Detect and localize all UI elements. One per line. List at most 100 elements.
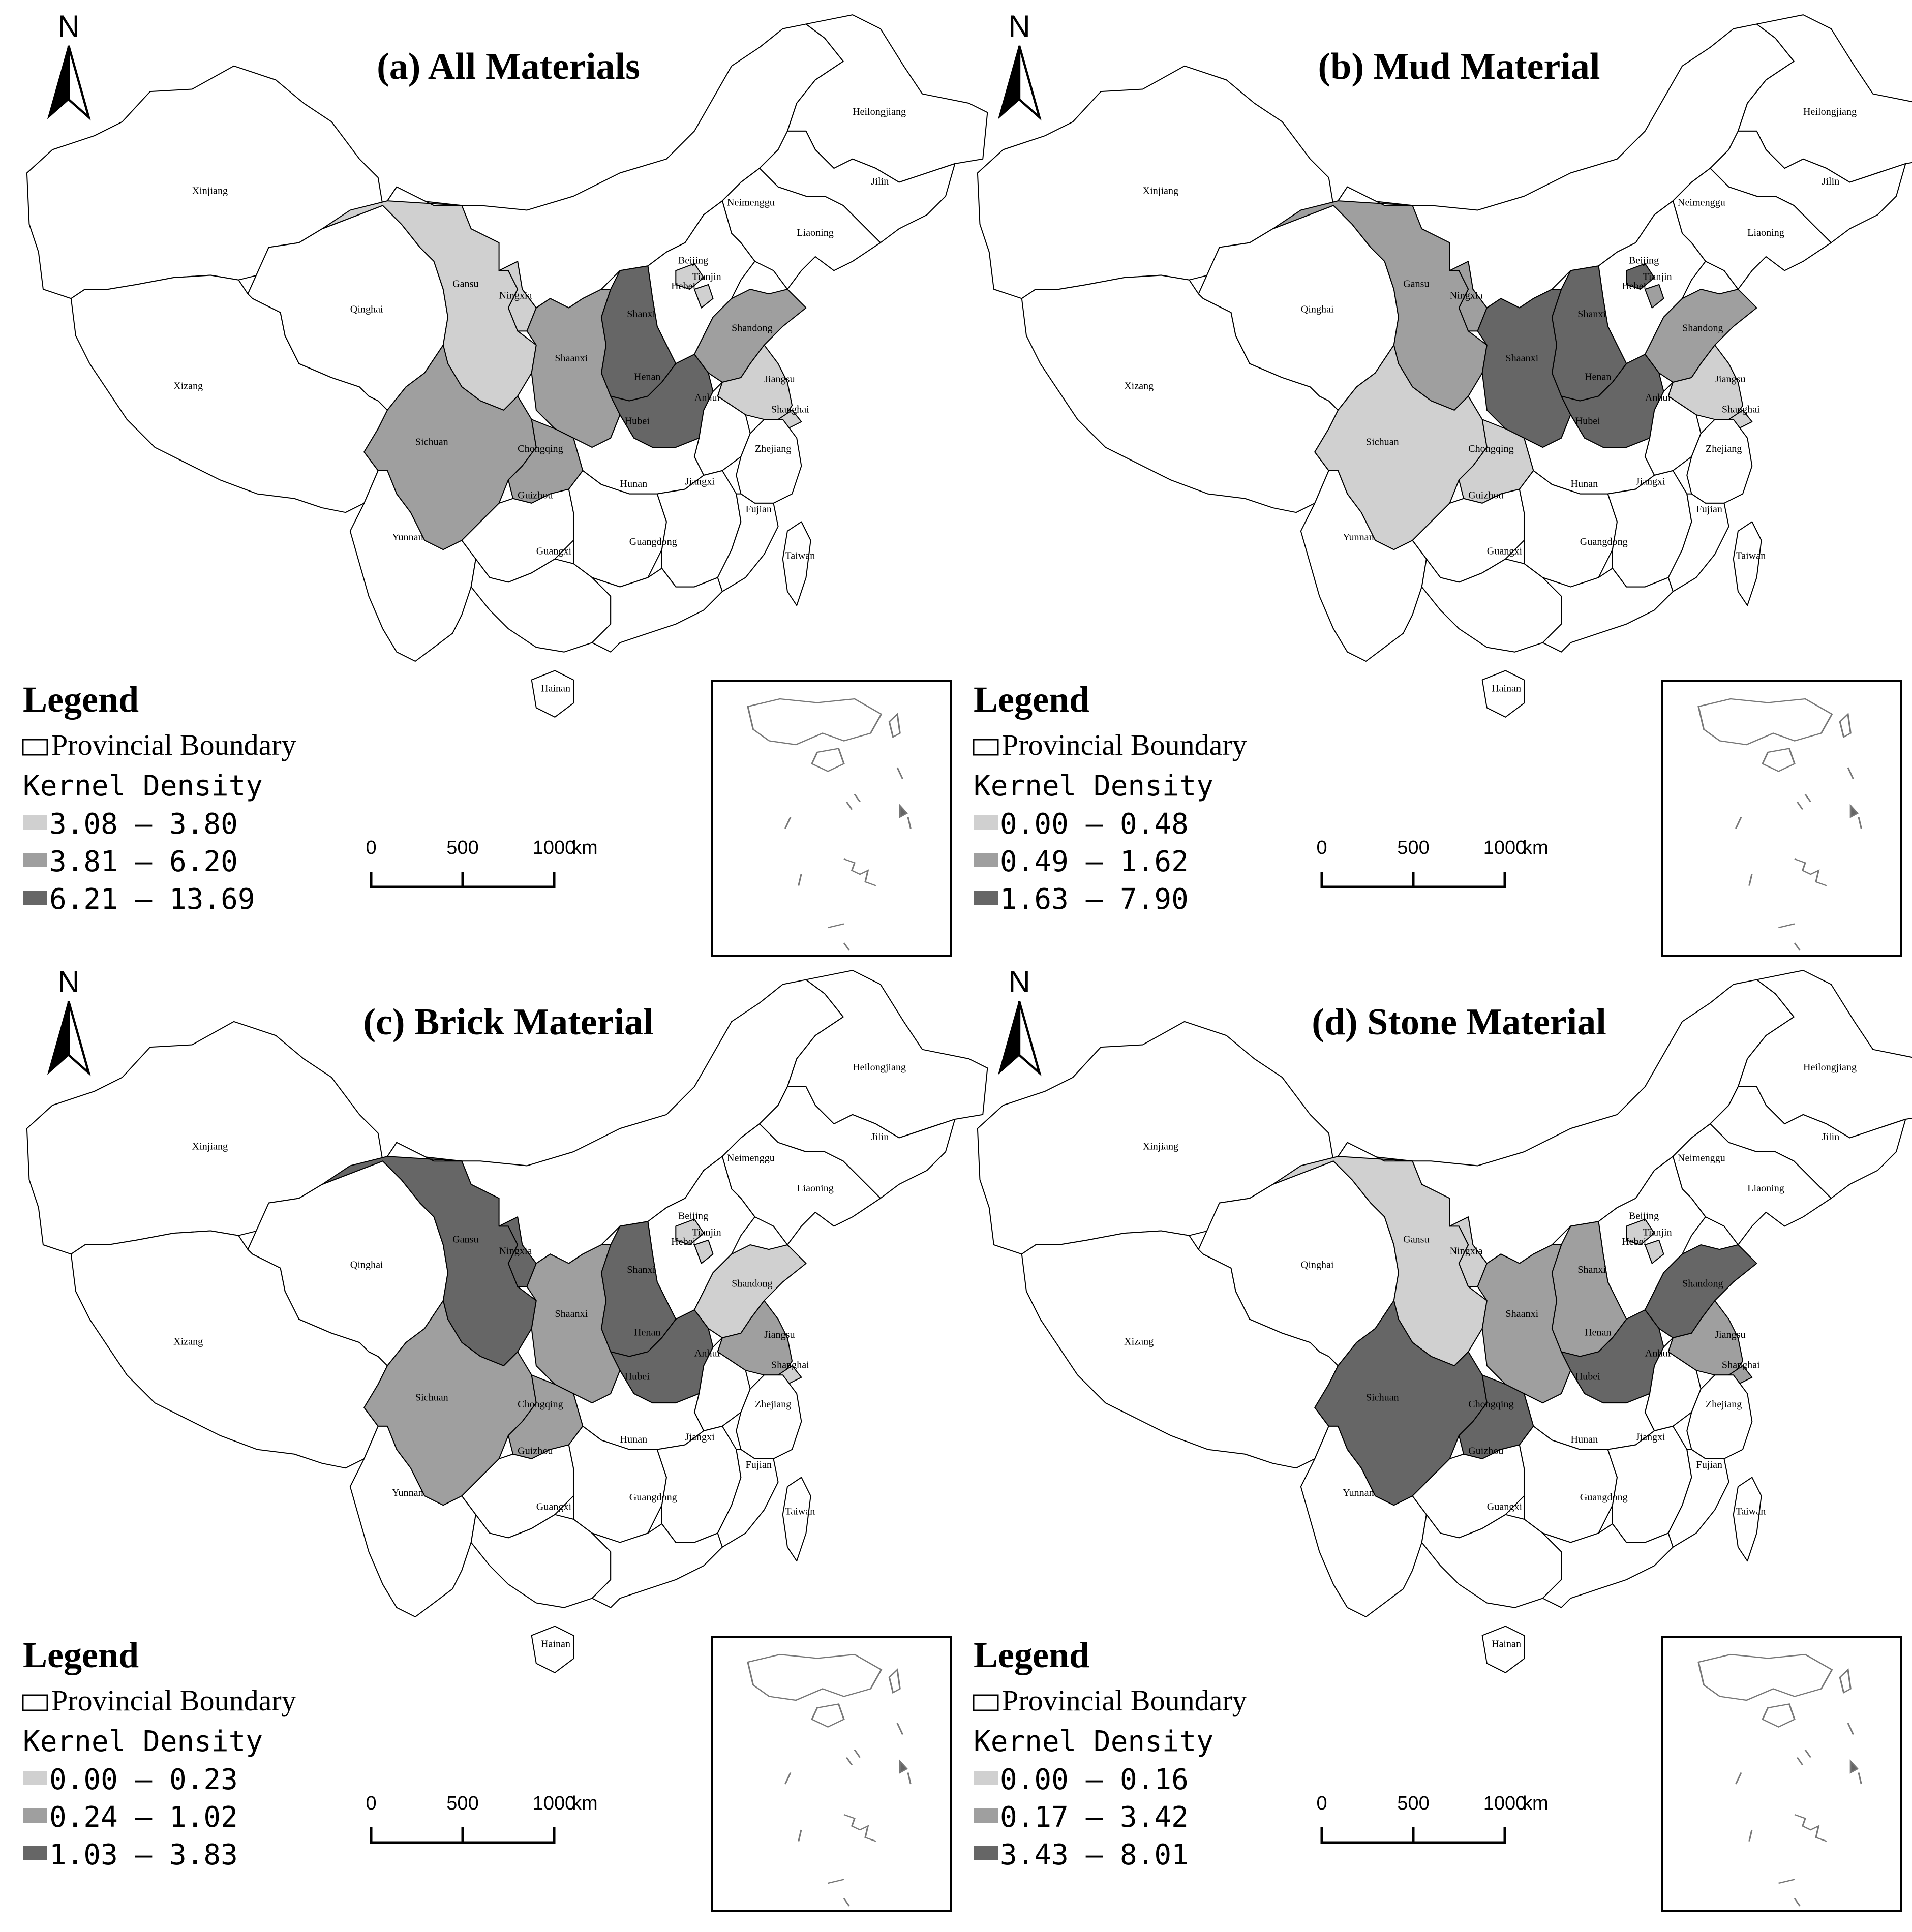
province-label: Hubei <box>1575 1371 1601 1382</box>
province-label: Jiangsu <box>764 374 795 385</box>
province-label: Shaanxi <box>1505 353 1538 364</box>
province-taiwan <box>782 521 811 606</box>
legend-title: Legend <box>974 1635 1089 1675</box>
province-label: Hubei <box>1575 415 1601 426</box>
province-label: Gansu <box>1403 278 1429 289</box>
province-hainan <box>531 1626 574 1673</box>
province-label: Hebei <box>1622 1236 1646 1247</box>
province-label: Qinghai <box>350 1260 383 1271</box>
province-yunnan <box>1300 470 1427 662</box>
legend-class-label: 6.21 – 13.69 <box>49 883 255 916</box>
province-label: Henan <box>634 1327 661 1338</box>
province-taiwan <box>1733 521 1762 606</box>
province-label: Neimenggu <box>727 197 775 208</box>
panel-title: (b) Mud Material <box>1318 46 1600 87</box>
province-label: Shaanxi <box>555 1308 588 1320</box>
province-label: Hubei <box>625 415 650 426</box>
province-label: Jiangxi <box>685 476 715 487</box>
province-label: Guizhou <box>1468 1446 1503 1457</box>
map-panel: Xinjiang Xizang Qinghai Gansu Ningxia Neimeng… <box>973 965 1912 1912</box>
province-label: Ningxia <box>1450 290 1483 301</box>
province-label: Taiwan <box>1736 1506 1766 1517</box>
province-label: Taiwan <box>785 1506 815 1517</box>
province-label: Jilin <box>1822 1131 1840 1143</box>
boundary-swatch <box>22 739 48 756</box>
province-tianjin <box>1644 1239 1664 1264</box>
legend: Legend Provincial Boundary Kernel Density 3… <box>22 679 296 916</box>
province-label: Hunan <box>1571 1434 1598 1445</box>
province-label: Hebei <box>671 281 695 292</box>
legend-class-label: 3.43 – 8.01 <box>1000 1838 1189 1872</box>
province-label: Shandong <box>732 1278 773 1289</box>
province-label: Jiangxi <box>1636 476 1666 487</box>
province-label: Hunan <box>1571 478 1598 489</box>
scale-bar-label: 1000 <box>1483 837 1527 858</box>
province-label: Chongqing <box>518 443 563 454</box>
north-arrow-icon <box>47 1001 91 1077</box>
province-label: Xizang <box>1124 381 1154 392</box>
scale-bar-label: 500 <box>1397 1793 1429 1814</box>
scale-bar-unit: km <box>572 1793 598 1814</box>
province-label: Yunnan <box>392 1487 423 1498</box>
legend-density-label: Kernel Density <box>974 770 1213 803</box>
province-hunan <box>1519 470 1618 588</box>
province-beijing <box>675 263 705 290</box>
province-guangdong <box>1542 567 1674 653</box>
panel-title: (c) Brick Material <box>363 1001 653 1043</box>
scale-bar-label: 500 <box>446 1793 478 1814</box>
legend-swatch <box>23 815 47 830</box>
map-panel: Xinjiang Xizang Qinghai Gansu Ningxia Neimeng… <box>22 965 988 1912</box>
province-label: Guangxi <box>536 1501 572 1513</box>
province-zhejiang <box>1686 419 1753 504</box>
panel-title: (d) Stone Material <box>1312 1001 1606 1043</box>
province-label: Henan <box>1585 371 1612 382</box>
province-label: Henan <box>1585 1327 1612 1338</box>
boundary-swatch <box>973 739 999 756</box>
south-china-sea-inset <box>1661 1636 1902 1912</box>
legend-class-label: 0.24 – 1.02 <box>49 1801 238 1834</box>
legend-swatch <box>23 1771 47 1785</box>
province-label: Hebei <box>671 1236 695 1247</box>
province-label: Anhui <box>694 392 720 404</box>
panel-title: (a) All Materials <box>377 46 640 87</box>
province-label: Fujian <box>746 1459 772 1470</box>
province-hunan <box>568 470 667 588</box>
province-fujian <box>717 493 779 592</box>
province-label: Shanghai <box>771 1359 809 1370</box>
province-label: Xizang <box>1124 1336 1154 1347</box>
legend-boundary-label: Provincial Boundary <box>1002 1684 1247 1717</box>
province-label: Jiangsu <box>764 1329 795 1340</box>
legend-class-label: 0.00 – 0.16 <box>1000 1763 1189 1796</box>
province-label: Xizang <box>173 1336 203 1347</box>
province-label: Shaanxi <box>555 353 588 364</box>
province-hainan <box>1481 670 1525 718</box>
province-label: Anhui <box>1645 1348 1671 1359</box>
province-label: Anhui <box>1645 392 1671 404</box>
province-tianjin <box>693 1239 714 1264</box>
scale-bar-unit: km <box>1523 1793 1549 1814</box>
province-label: Fujian <box>1696 504 1722 515</box>
province-label: Beijing <box>1629 255 1659 266</box>
scale-bar-label: 500 <box>446 837 478 858</box>
map-panels: Xinjiang Xizang Qinghai Gansu Ningxia Neimeng… <box>22 9 1912 1912</box>
legend-class-label: 0.00 – 0.48 <box>1000 808 1189 841</box>
province-hunan <box>568 1425 667 1543</box>
province-label: Guangxi <box>1487 546 1523 557</box>
legend: Legend Provincial Boundary Kernel Density 0… <box>22 1635 296 1872</box>
province-label: Guangdong <box>629 536 677 547</box>
legend-density-label: Kernel Density <box>23 770 263 803</box>
province-label: Liaoning <box>797 227 834 238</box>
legend-title: Legend <box>23 1635 139 1675</box>
legend-density-label: Kernel Density <box>974 1725 1213 1758</box>
province-label: Shanghai <box>1722 404 1760 415</box>
province-label: Tianjin <box>692 1227 721 1238</box>
legend: Legend Provincial Boundary Kernel Density 0… <box>973 679 1247 916</box>
province-label: Jilin <box>871 1131 889 1143</box>
china-province-map: Xinjiang Xizang Qinghai Gansu Ningxia Neimeng… <box>977 970 1912 1673</box>
province-zhejiang <box>736 1374 802 1459</box>
province-label: Jilin <box>1822 176 1840 187</box>
province-label: Shaanxi <box>1505 1308 1538 1320</box>
province-label: Heilongjiang <box>853 106 906 117</box>
